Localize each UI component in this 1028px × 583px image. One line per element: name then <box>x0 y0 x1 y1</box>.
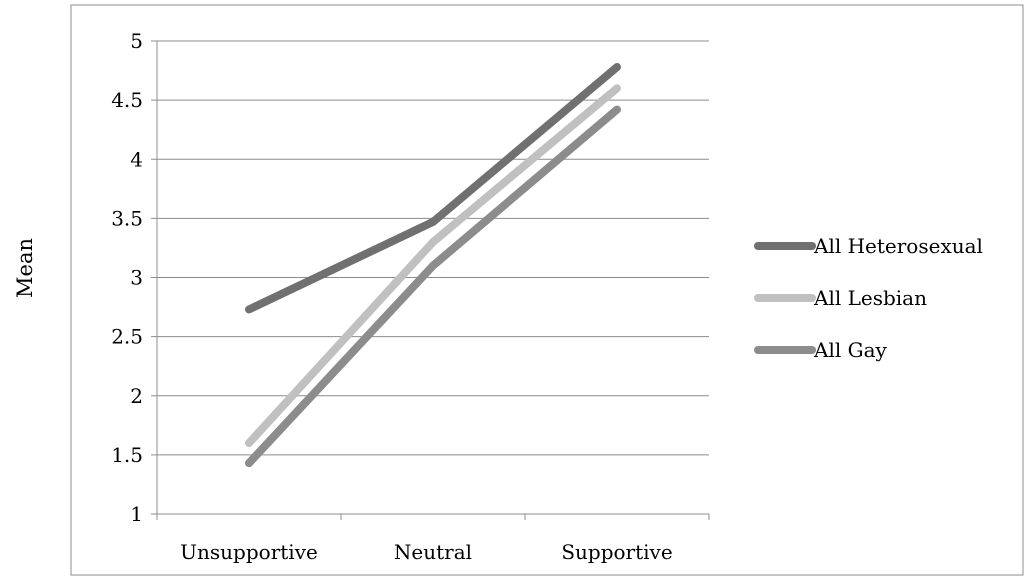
series-line-2 <box>245 105 621 468</box>
gridlines <box>157 40 709 456</box>
x-tick-label: Unsupportive <box>180 540 318 564</box>
series-lines <box>245 63 621 468</box>
y-tick-label: 1 <box>130 502 143 526</box>
y-tick-label: 2.5 <box>111 325 143 349</box>
legend: All Heterosexual All Lesbian All Gay <box>754 234 983 362</box>
y-tick-label: 1.5 <box>111 443 143 467</box>
y-axis-title: Mean <box>13 238 37 298</box>
y-tick-label: 5 <box>130 29 143 53</box>
series-line-1 <box>245 84 621 448</box>
y-tick-label: 3.5 <box>111 206 143 230</box>
axes: 1 1.5 2 2.5 3 3.5 4 4.5 5 Unsupportive Neutral Supp… <box>111 29 710 564</box>
y-tick-label: 3 <box>130 266 143 290</box>
legend-label: All Lesbian <box>813 286 927 310</box>
legend-label: All Gay <box>813 338 887 362</box>
x-tick-label: Supportive <box>561 540 672 564</box>
y-tick-label: 4 <box>130 147 143 171</box>
x-tick-label: Neutral <box>394 540 472 564</box>
legend-label: All Heterosexual <box>813 234 983 258</box>
y-tick-label: 4.5 <box>111 88 143 112</box>
y-tick-label: 2 <box>130 384 143 408</box>
series-line-0 <box>245 63 621 314</box>
chart-border <box>70 4 1024 576</box>
